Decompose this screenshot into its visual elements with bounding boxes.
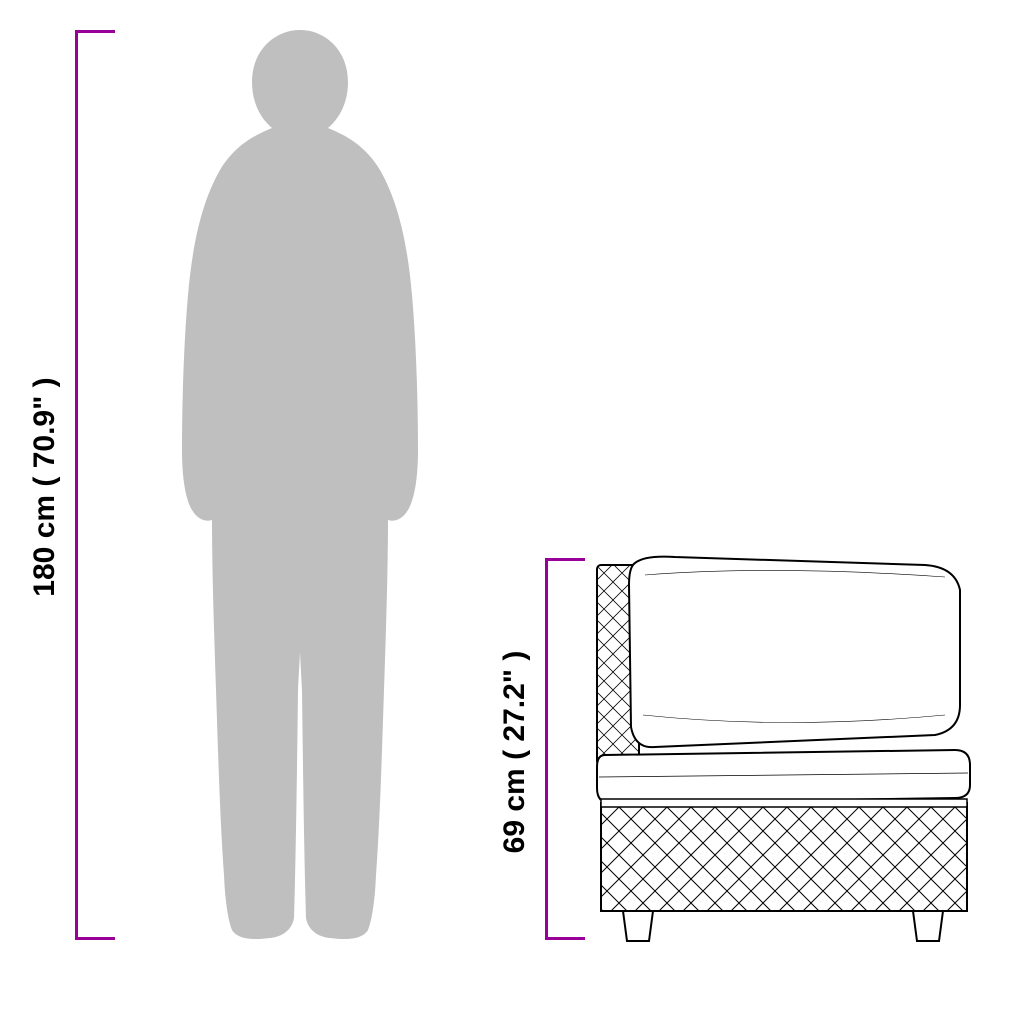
dim-human-in: ( 70.9" ) [28, 377, 61, 486]
dim-tick-human-bottom [75, 937, 115, 940]
chair-illustration [595, 555, 975, 945]
dim-chair-in: ( 27.2" ) [498, 651, 531, 760]
human-silhouette [150, 30, 450, 940]
dim-label-chair: 69 cm ( 27.2" ) [498, 642, 532, 862]
dim-tick-chair-top [545, 558, 585, 561]
dim-tick-chair-bottom [545, 937, 585, 940]
dim-human-cm: 180 cm [28, 495, 61, 597]
diagram-canvas: 180 cm ( 70.9" ) 69 cm ( 27.2" ) [0, 0, 1024, 1024]
dim-chair-cm: 69 cm [498, 768, 531, 853]
dim-line-chair [545, 558, 548, 940]
dim-tick-human-top [75, 30, 115, 33]
dim-line-human [75, 30, 78, 940]
dim-label-human: 180 cm ( 70.9" ) [28, 377, 62, 597]
